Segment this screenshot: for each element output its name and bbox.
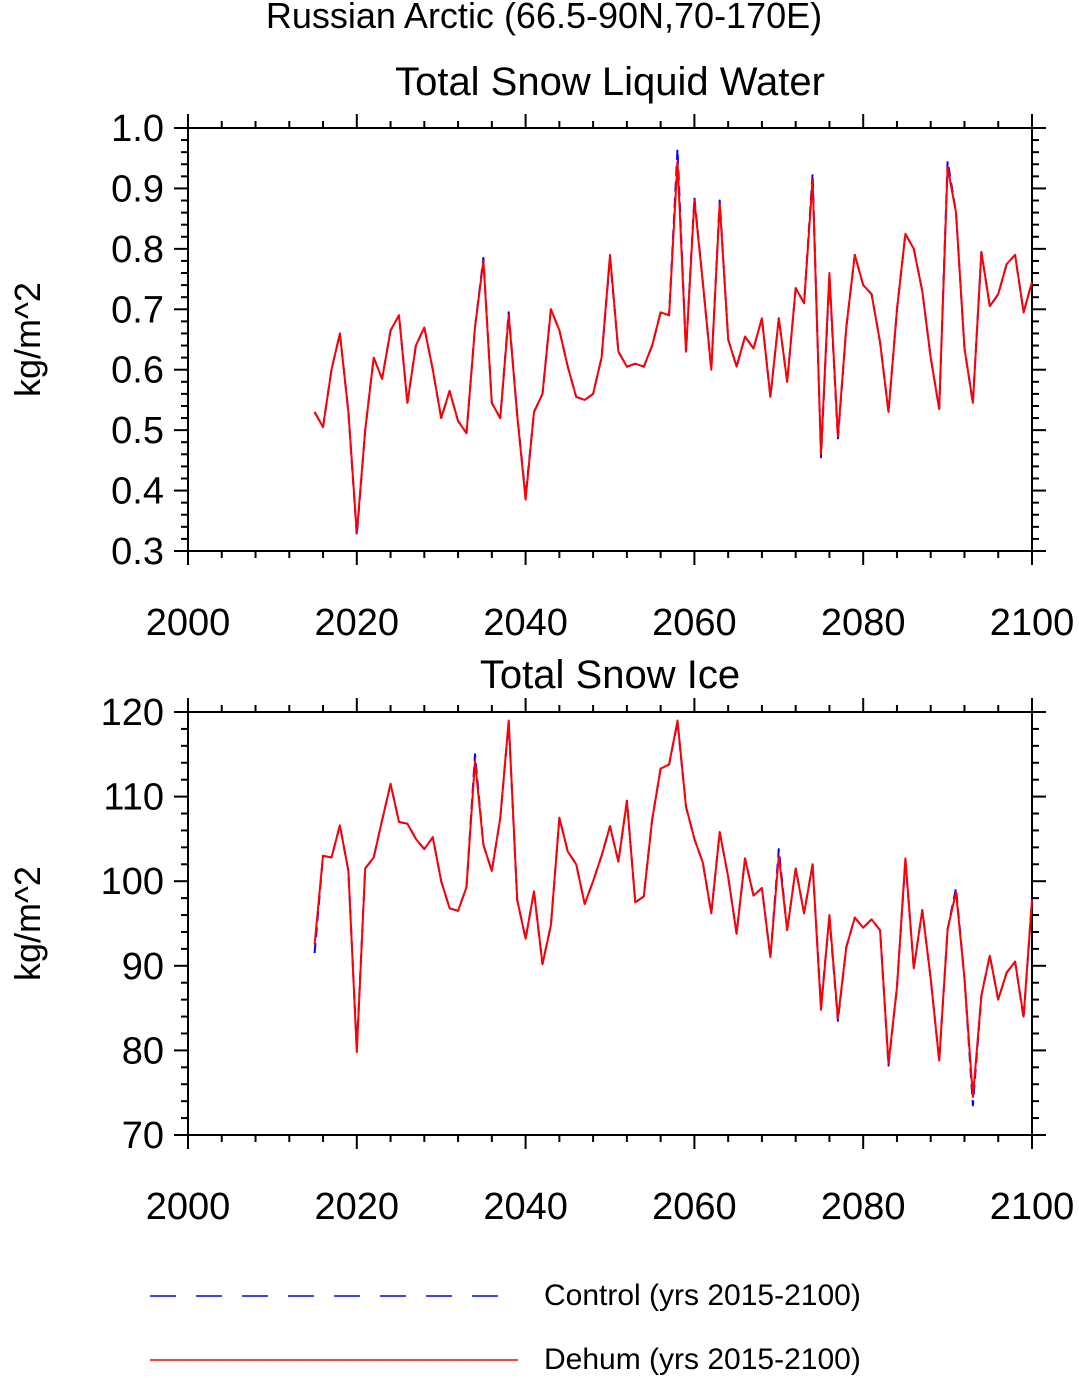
series-line-dehum xyxy=(313,719,1033,1098)
y-tick-label: 0.6 xyxy=(111,350,164,392)
figure-title: Russian Arctic (66.5-90N,70-170E) xyxy=(266,0,822,36)
y-tick-label: 120 xyxy=(101,692,164,734)
x-tick-label: 2100 xyxy=(990,1186,1075,1228)
x-tick-label: 2000 xyxy=(146,1186,231,1228)
legend-label-dehum: Dehum (yrs 2015-2100) xyxy=(544,1343,861,1376)
x-tick-label: 2020 xyxy=(315,1186,400,1228)
y-tick-label: 70 xyxy=(122,1115,164,1157)
panel-title: Total Snow Liquid Water xyxy=(395,60,825,104)
plot-frame xyxy=(187,711,1033,1136)
y-axis-label: kg/m^2 xyxy=(7,282,48,397)
y-tick-label: 1.0 xyxy=(111,108,164,150)
legend: Control (yrs 2015-2100) Dehum (yrs 2015-… xyxy=(150,1279,861,1376)
y-tick-label: 0.9 xyxy=(111,168,164,210)
legend-label-control: Control (yrs 2015-2100) xyxy=(544,1279,861,1312)
y-tick-label: 0.4 xyxy=(111,471,164,513)
x-tick-label: 2040 xyxy=(483,602,568,644)
x-tick-label: 2080 xyxy=(821,1186,906,1228)
y-tick-label: 80 xyxy=(122,1030,164,1072)
y-axis-label: kg/m^2 xyxy=(7,866,48,981)
y-tick-label: 90 xyxy=(122,946,164,988)
panel-title: Total Snow Ice xyxy=(480,653,740,697)
x-tick-label: 2000 xyxy=(146,602,231,644)
series-line-dehum xyxy=(313,160,1033,534)
panel-snow-ice: Total Snow Ice kg/m^2 2000 2020 2040 2060 2080… xyxy=(7,653,1074,1228)
x-tick-label: 2080 xyxy=(821,602,906,644)
x-tick-label: 2060 xyxy=(652,1186,737,1228)
x-tick-label: 2020 xyxy=(315,602,400,644)
y-tick-label: 110 xyxy=(103,777,164,819)
y-tick-label: 0.7 xyxy=(111,289,164,331)
series-line-control xyxy=(313,148,1033,537)
y-tick-label: 0.5 xyxy=(111,410,164,452)
y-tick-label: 0.3 xyxy=(111,531,164,573)
x-tick-label: 2100 xyxy=(990,602,1075,644)
x-tick-label: 2040 xyxy=(483,1186,568,1228)
x-tick-label: 2060 xyxy=(652,602,737,644)
series-line-control xyxy=(313,721,1033,1107)
panel-snow-liquid-water: Total Snow Liquid Water kg/m^2 2000 2020 204… xyxy=(7,60,1074,644)
y-tick-label: 100 xyxy=(101,861,164,903)
y-tick-label: 0.8 xyxy=(111,229,164,271)
plot-frame xyxy=(187,127,1033,552)
